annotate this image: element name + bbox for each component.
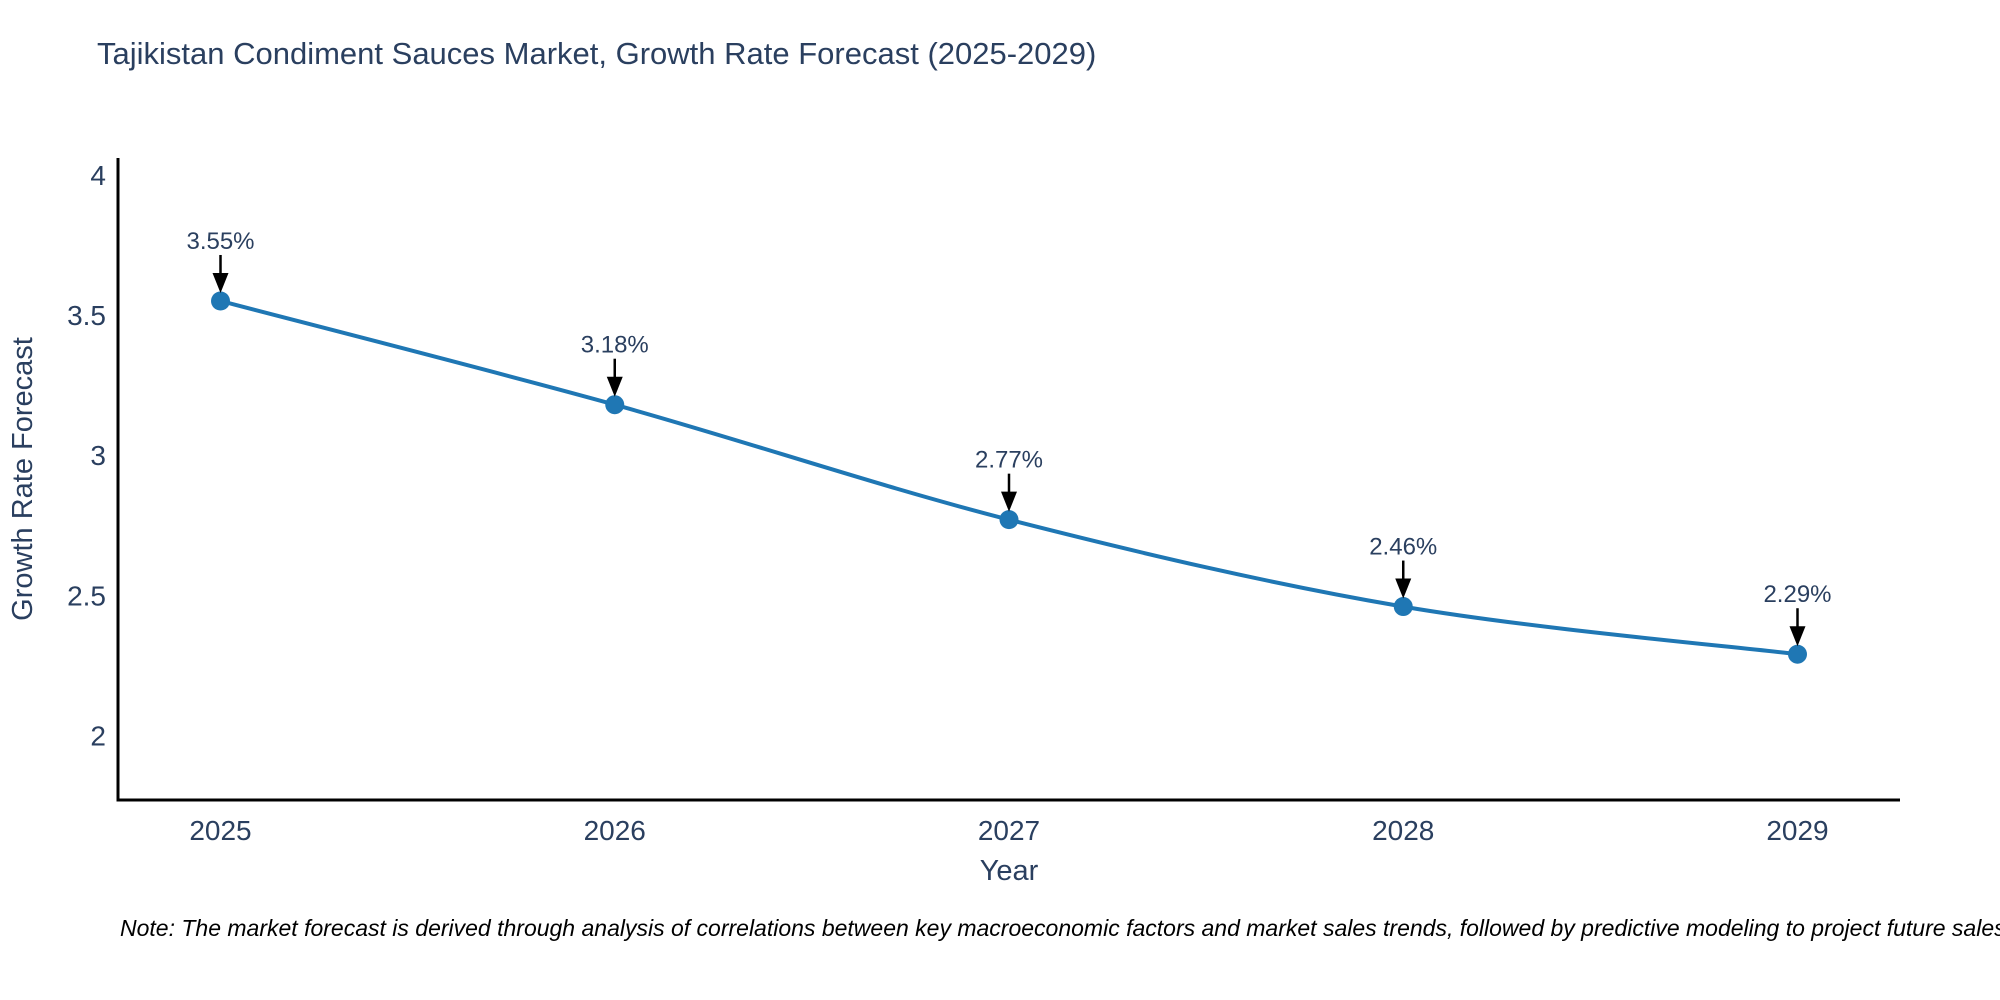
annotation-arrowhead-icon	[1789, 626, 1806, 647]
y-tick-label: 3	[90, 440, 106, 471]
x-tick-label: 2027	[978, 815, 1040, 846]
point-value-label: 3.18%	[581, 332, 649, 359]
point-value-label: 3.55%	[186, 228, 254, 255]
data-point-marker	[1393, 597, 1413, 617]
y-tick-label: 4	[90, 160, 106, 191]
y-tick-labels: 2 2.5 3 3.5 4	[67, 160, 106, 752]
x-tick-label: 2029	[1766, 815, 1828, 846]
y-tick-label: 3.5	[67, 300, 106, 331]
footnote: Note: The market forecast is derived thr…	[120, 915, 2000, 941]
x-tick-label: 2025	[189, 815, 251, 846]
x-axis-title: Year	[980, 855, 1039, 887]
axes	[116, 158, 1900, 802]
line-series	[211, 291, 1807, 664]
annotation-arrowhead-icon	[212, 272, 229, 293]
x-tick-labels: 2025 2026 2027 2028 2029	[189, 815, 1828, 846]
x-tick-label: 2028	[1372, 815, 1434, 846]
data-point-marker	[1787, 644, 1807, 664]
point-value-label: 2.46%	[1369, 534, 1437, 561]
data-point-marker	[999, 510, 1019, 530]
data-point-marker	[211, 291, 231, 311]
annotation-arrowhead-icon	[606, 376, 623, 397]
x-tick-label: 2026	[584, 815, 646, 846]
point-value-label: 2.77%	[975, 447, 1043, 474]
annotation-arrowhead-icon	[1001, 491, 1017, 512]
point-value-label: 2.29%	[1763, 581, 1831, 608]
annotation-arrowhead-icon	[1395, 578, 1412, 599]
y-tick-label: 2	[90, 721, 106, 752]
point-annotations: 3.55% 3.18% 2.77% 2.46% 2.29%	[186, 228, 1832, 647]
data-point-marker	[605, 395, 625, 415]
chart-title: Tajikistan Condiment Sauces Market, Grow…	[97, 36, 1097, 71]
y-axis-title: Growth Rate Forecast	[7, 337, 39, 621]
y-tick-label: 2.5	[67, 580, 106, 611]
